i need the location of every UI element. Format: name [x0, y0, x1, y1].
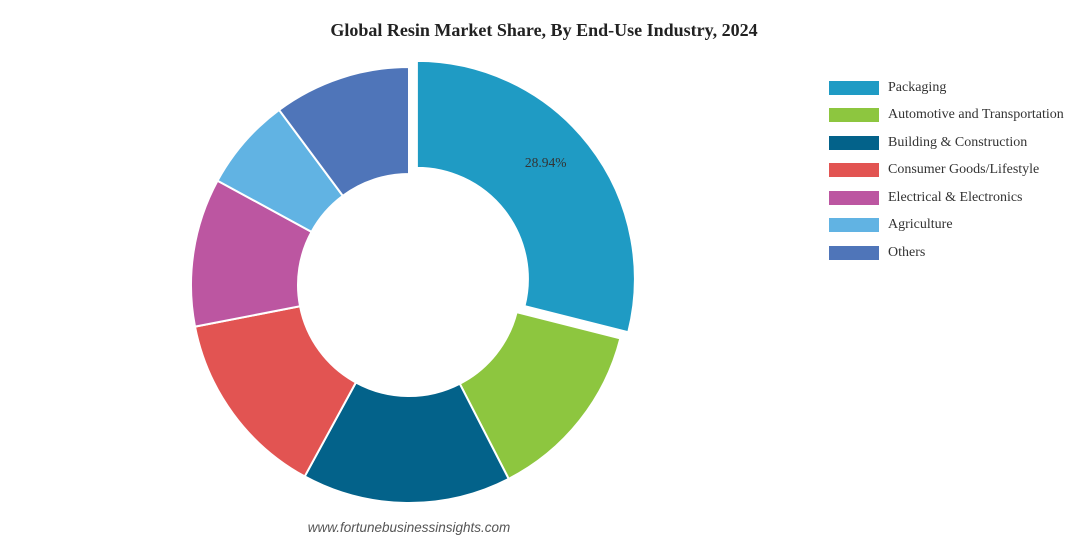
legend-item[interactable]: Agriculture	[829, 212, 1064, 240]
legend-swatch	[829, 108, 879, 123]
legend-label: Automotive and Transportation	[888, 107, 1064, 123]
legend-label: Others	[888, 244, 926, 260]
legend-label: Packaging	[888, 79, 947, 95]
legend-item[interactable]: Automotive and Transportation	[829, 102, 1064, 130]
chart-legend: Packaging Automotive and Transportation Bu…	[829, 74, 1064, 267]
legend-item[interactable]: Packaging	[829, 74, 1064, 102]
slice-building-construction[interactable]	[303, 381, 511, 504]
legend-label: Electrical & Electronics	[888, 189, 1023, 205]
legend-swatch	[829, 80, 879, 95]
legend-label: Building & Construction	[888, 134, 1028, 150]
chart-title: Global Resin Market Share, By End-Use In…	[330, 20, 758, 40]
legend-item[interactable]: Electrical & Electronics	[829, 184, 1064, 212]
legend-item[interactable]: Others	[829, 239, 1064, 267]
slice-automotive-and-transportation[interactable]	[458, 310, 622, 481]
legend-swatch	[829, 163, 879, 178]
source-watermark: www.fortunebusinessinsights.com	[307, 520, 511, 535]
legend-item[interactable]: Consumer Goods/Lifestyle	[829, 157, 1064, 185]
slice-others[interactable]	[277, 65, 410, 198]
legend-item[interactable]: Building & Construction	[829, 129, 1064, 157]
legend-label: Consumer Goods/Lifestyle	[888, 162, 1040, 178]
slice-packaging[interactable]	[415, 59, 636, 334]
legend-swatch	[829, 190, 879, 205]
data-label-0: 28.94%	[525, 155, 567, 170]
legend-label: Agriculture	[888, 217, 953, 233]
legend-swatch	[829, 135, 879, 150]
legend-swatch	[829, 245, 879, 260]
legend-swatch	[829, 218, 879, 233]
